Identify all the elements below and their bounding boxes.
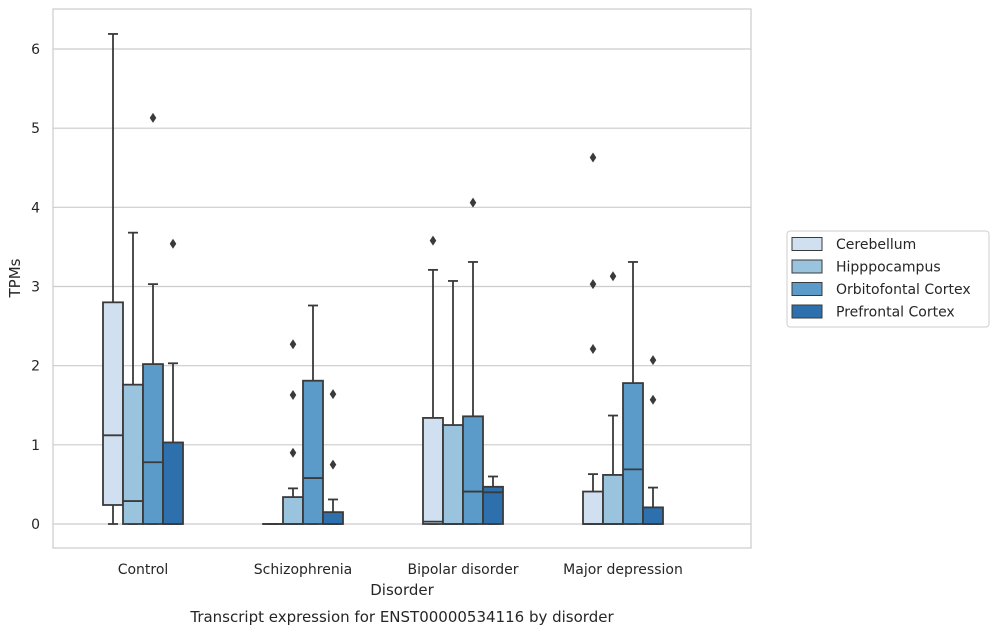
box [602, 474, 624, 525]
box [102, 301, 124, 506]
box [422, 417, 444, 525]
legend-swatch [791, 259, 823, 274]
x-tick-label: Control [118, 562, 169, 578]
outlier-marker [609, 271, 617, 282]
box-group [322, 389, 344, 525]
box [642, 506, 664, 525]
y-tick-label: 4 [31, 200, 40, 216]
outlier-marker [289, 339, 297, 350]
box-group [482, 475, 504, 525]
y-tick-label: 3 [31, 280, 40, 296]
legend-swatch [791, 237, 823, 251]
x-tick-label: Bipolar disorder [407, 562, 518, 578]
legend-label: Orbitofontal Cortex [836, 282, 971, 298]
y-tick-label: 5 [31, 121, 40, 137]
x-axis-label: Disorder [370, 581, 434, 599]
box [142, 363, 164, 525]
box-group [622, 261, 644, 525]
x-tick-label: Major depression [563, 562, 683, 578]
outlier-marker [329, 389, 337, 400]
legend-label: Cerebellum [836, 237, 916, 253]
outlier-marker [289, 447, 297, 458]
y-tick-label: 2 [31, 359, 40, 375]
box [582, 490, 604, 525]
outlier-marker [149, 112, 157, 123]
box-group [642, 355, 664, 525]
y-tick-label: 6 [31, 42, 40, 58]
box [622, 382, 644, 525]
box-group [122, 231, 144, 525]
outlier-marker [289, 389, 297, 400]
x-tick-labels: Control Schizophrenia Bipolar disorder Majo… [118, 562, 683, 578]
outlier-marker [589, 344, 597, 355]
y-axis-label: TPMs [6, 258, 24, 298]
outlier-marker [589, 279, 597, 290]
outlier-marker [329, 459, 337, 470]
legend-label: Hipppocampus [836, 260, 941, 276]
legend-swatch [791, 282, 823, 296]
y-tick-label: 0 [31, 517, 40, 533]
box [302, 379, 324, 525]
outlier-marker [649, 355, 657, 366]
outlier-marker [649, 394, 657, 405]
legend-frame [786, 230, 990, 328]
box [482, 485, 504, 525]
legend-swatch [791, 304, 823, 319]
box-group [302, 304, 324, 525]
outlier-marker [429, 235, 437, 246]
box-group [162, 238, 184, 525]
outlier-marker [169, 238, 177, 249]
x-tick-label: Schizophrenia [254, 562, 352, 578]
box [322, 511, 344, 525]
outlier-marker [469, 197, 477, 208]
box-group [442, 280, 464, 525]
y-tick-label: 1 [31, 438, 40, 454]
box-group [462, 197, 484, 525]
box-group [422, 235, 444, 525]
box [282, 496, 304, 525]
box [462, 415, 484, 525]
box-series [102, 33, 664, 525]
y-tick-labels: 0 1 2 3 4 5 6 [31, 42, 40, 533]
legend-label: Prefrontal Cortex [836, 305, 955, 321]
box [162, 441, 184, 525]
outlier-marker [589, 152, 597, 163]
box [442, 424, 464, 525]
plot-area-frame [52, 8, 752, 549]
chart-title: Transcript expression for ENST0000053411… [189, 608, 614, 626]
legend: Cerebellum Hipppocampus Orbitofontal Corte… [786, 230, 990, 328]
box [122, 383, 144, 525]
